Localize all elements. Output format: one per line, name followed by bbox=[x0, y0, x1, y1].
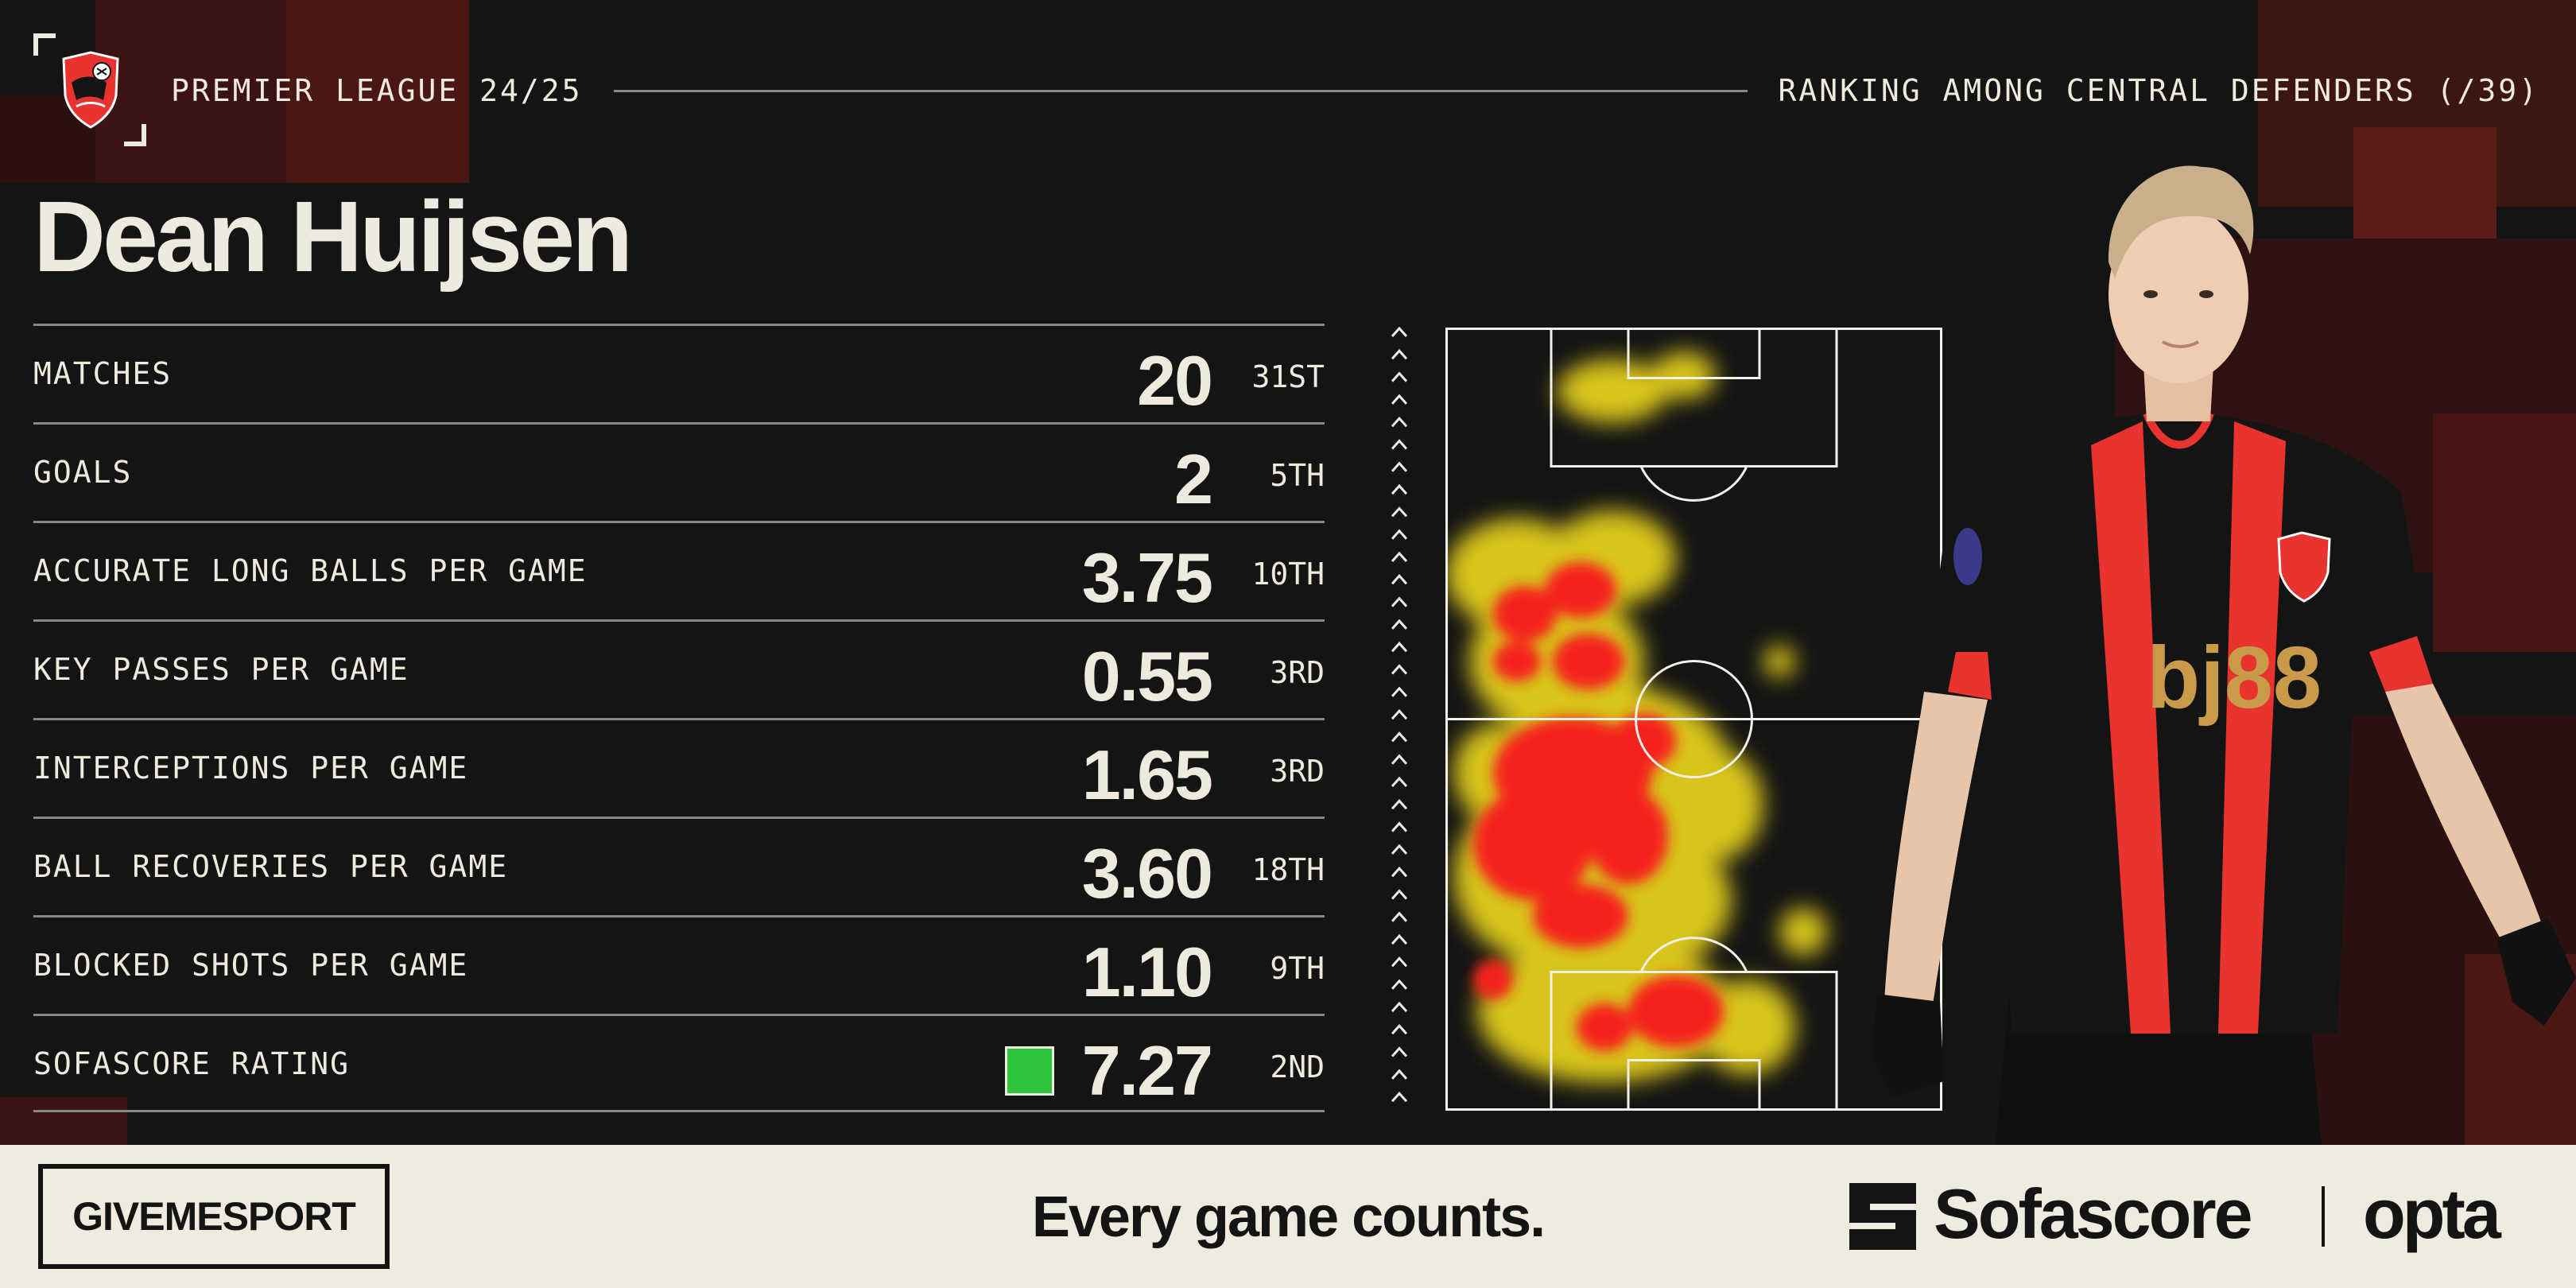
chevron-up-icon bbox=[1391, 866, 1408, 878]
chevron-up-icon bbox=[1391, 349, 1408, 360]
chevron-up-icon bbox=[1391, 664, 1408, 675]
stat-label: BLOCKED SHOTS PER GAME bbox=[33, 948, 469, 983]
stat-row-key-passes: KEY PASSES PER GAME 0.55 3RD bbox=[33, 619, 1325, 718]
stat-rank: 10TH bbox=[1251, 557, 1325, 592]
chevron-up-icon bbox=[1391, 776, 1408, 788]
header-divider bbox=[614, 90, 1748, 92]
background-block bbox=[0, 1097, 127, 1145]
heatmap-pitch bbox=[1445, 328, 1942, 1111]
chevron-up-icon bbox=[1391, 821, 1408, 832]
direction-of-play-arrows bbox=[1391, 326, 1408, 1103]
chevron-up-icon bbox=[1391, 619, 1408, 630]
stat-rank: 3RD bbox=[1270, 655, 1325, 690]
stat-value: 3.60 bbox=[1081, 834, 1213, 913]
chevron-up-icon bbox=[1391, 956, 1408, 968]
stat-label: SOFASCORE RATING bbox=[33, 1046, 351, 1081]
stat-row-sofascore-rating: SOFASCORE RATING 7.27 2ND bbox=[33, 1014, 1325, 1112]
player-photo: bj88 bbox=[1872, 165, 2576, 1145]
stat-value: 3.75 bbox=[1081, 538, 1213, 617]
stat-rank: 2ND bbox=[1270, 1049, 1325, 1084]
chevron-up-icon bbox=[1391, 529, 1408, 540]
league-label: PREMIER LEAGUE 24/25 bbox=[171, 73, 583, 108]
sofascore-logo-icon bbox=[1849, 1183, 1916, 1250]
stat-label: KEY PASSES PER GAME bbox=[33, 652, 409, 687]
opta-wordmark: opta bbox=[2363, 1174, 2501, 1253]
stat-label: INTERCEPTIONS PER GAME bbox=[33, 751, 469, 786]
background-block bbox=[95, 0, 286, 183]
stat-value: 20 bbox=[1137, 341, 1213, 420]
chevron-up-icon bbox=[1391, 371, 1408, 382]
stat-row-blocked-shots: BLOCKED SHOTS PER GAME 1.10 9TH bbox=[33, 915, 1325, 1014]
chevron-up-icon bbox=[1391, 416, 1408, 428]
stat-rank: 31ST bbox=[1251, 359, 1325, 394]
stat-value: 1.65 bbox=[1081, 735, 1213, 814]
chevron-up-icon bbox=[1391, 1069, 1408, 1080]
stat-rank: 9TH bbox=[1270, 951, 1325, 986]
chevron-up-icon bbox=[1391, 686, 1408, 697]
stat-value: 1.10 bbox=[1081, 933, 1213, 1011]
chevron-up-icon bbox=[1391, 754, 1408, 765]
chevron-up-icon bbox=[1391, 844, 1408, 855]
stat-label: GOALS bbox=[33, 455, 133, 490]
stat-row-interceptions: INTERCEPTIONS PER GAME 1.65 3RD bbox=[33, 718, 1325, 817]
chevron-up-icon bbox=[1391, 461, 1408, 472]
stat-row-long-balls: ACCURATE LONG BALLS PER GAME 3.75 10TH bbox=[33, 521, 1325, 619]
rating-color-badge bbox=[1005, 1046, 1054, 1096]
chevron-up-icon bbox=[1391, 1024, 1408, 1035]
stat-label: MATCHES bbox=[33, 356, 173, 391]
chevron-up-icon bbox=[1391, 889, 1408, 900]
infographic-main: PREMIER LEAGUE 24/25 RANKING AMONG CENTR… bbox=[0, 0, 2576, 1145]
stat-rank: 18TH bbox=[1251, 852, 1325, 887]
chevron-up-icon bbox=[1391, 933, 1408, 945]
publisher-name: GIVEMESPORT bbox=[72, 1194, 356, 1239]
ranking-context-label: RANKING AMONG CENTRAL DEFENDERS (/39) bbox=[1778, 73, 2539, 108]
chevron-up-icon bbox=[1391, 326, 1408, 338]
chevron-up-icon bbox=[1391, 799, 1408, 810]
stat-label: ACCURATE LONG BALLS PER GAME bbox=[33, 553, 588, 588]
chevron-up-icon bbox=[1391, 551, 1408, 563]
footer-divider bbox=[2322, 1186, 2325, 1247]
chevron-up-icon bbox=[1391, 731, 1408, 743]
chevron-up-icon bbox=[1391, 641, 1408, 653]
sofascore-wordmark: Sofascore bbox=[1934, 1174, 2253, 1253]
afc-bournemouth-crest-icon bbox=[62, 51, 119, 129]
stat-value: 0.55 bbox=[1081, 637, 1213, 716]
frame-corner bbox=[33, 33, 56, 56]
footer-bar: GIVEMESPORT Every game counts. Sofascore… bbox=[0, 1145, 2576, 1288]
stat-row-matches: MATCHES 20 31ST bbox=[33, 324, 1325, 422]
chevron-up-icon bbox=[1391, 574, 1408, 585]
background-block bbox=[286, 0, 469, 183]
background-block bbox=[2353, 127, 2496, 239]
chevron-up-icon bbox=[1391, 1001, 1408, 1013]
footer-tagline: Every game counts. bbox=[1031, 1185, 1546, 1249]
frame-corner bbox=[124, 124, 146, 146]
stats-table: MATCHES 20 31ST GOALS 2 5TH ACCURATE LON… bbox=[33, 324, 1325, 1112]
stat-rank: 5TH bbox=[1270, 458, 1325, 493]
chevron-up-icon bbox=[1391, 911, 1408, 922]
stat-value: 2 bbox=[1174, 440, 1213, 518]
givemesport-logo: GIVEMESPORT bbox=[38, 1164, 390, 1269]
club-crest-frame bbox=[33, 33, 146, 146]
stat-value: 7.27 bbox=[1081, 1031, 1213, 1110]
stat-row-goals: GOALS 2 5TH bbox=[33, 422, 1325, 521]
chevron-up-icon bbox=[1391, 439, 1408, 450]
chevron-up-icon bbox=[1391, 506, 1408, 518]
stat-rank: 3RD bbox=[1270, 754, 1325, 789]
chevron-up-icon bbox=[1391, 483, 1408, 495]
chevron-up-icon bbox=[1391, 1091, 1408, 1103]
chevron-up-icon bbox=[1391, 1046, 1408, 1057]
player-name: Dean Huijsen bbox=[33, 180, 633, 293]
stat-row-ball-recoveries: BALL RECOVERIES PER GAME 3.60 18TH bbox=[33, 817, 1325, 915]
heatmap-hot-zone bbox=[1473, 562, 1724, 1051]
stat-label: BALL RECOVERIES PER GAME bbox=[33, 849, 509, 884]
shirt-sponsor: bj88 bbox=[2147, 629, 2322, 727]
chevron-up-icon bbox=[1391, 708, 1408, 720]
chevron-up-icon bbox=[1391, 394, 1408, 405]
chevron-up-icon bbox=[1391, 596, 1408, 607]
background-block bbox=[2433, 413, 2576, 652]
chevron-up-icon bbox=[1391, 979, 1408, 990]
